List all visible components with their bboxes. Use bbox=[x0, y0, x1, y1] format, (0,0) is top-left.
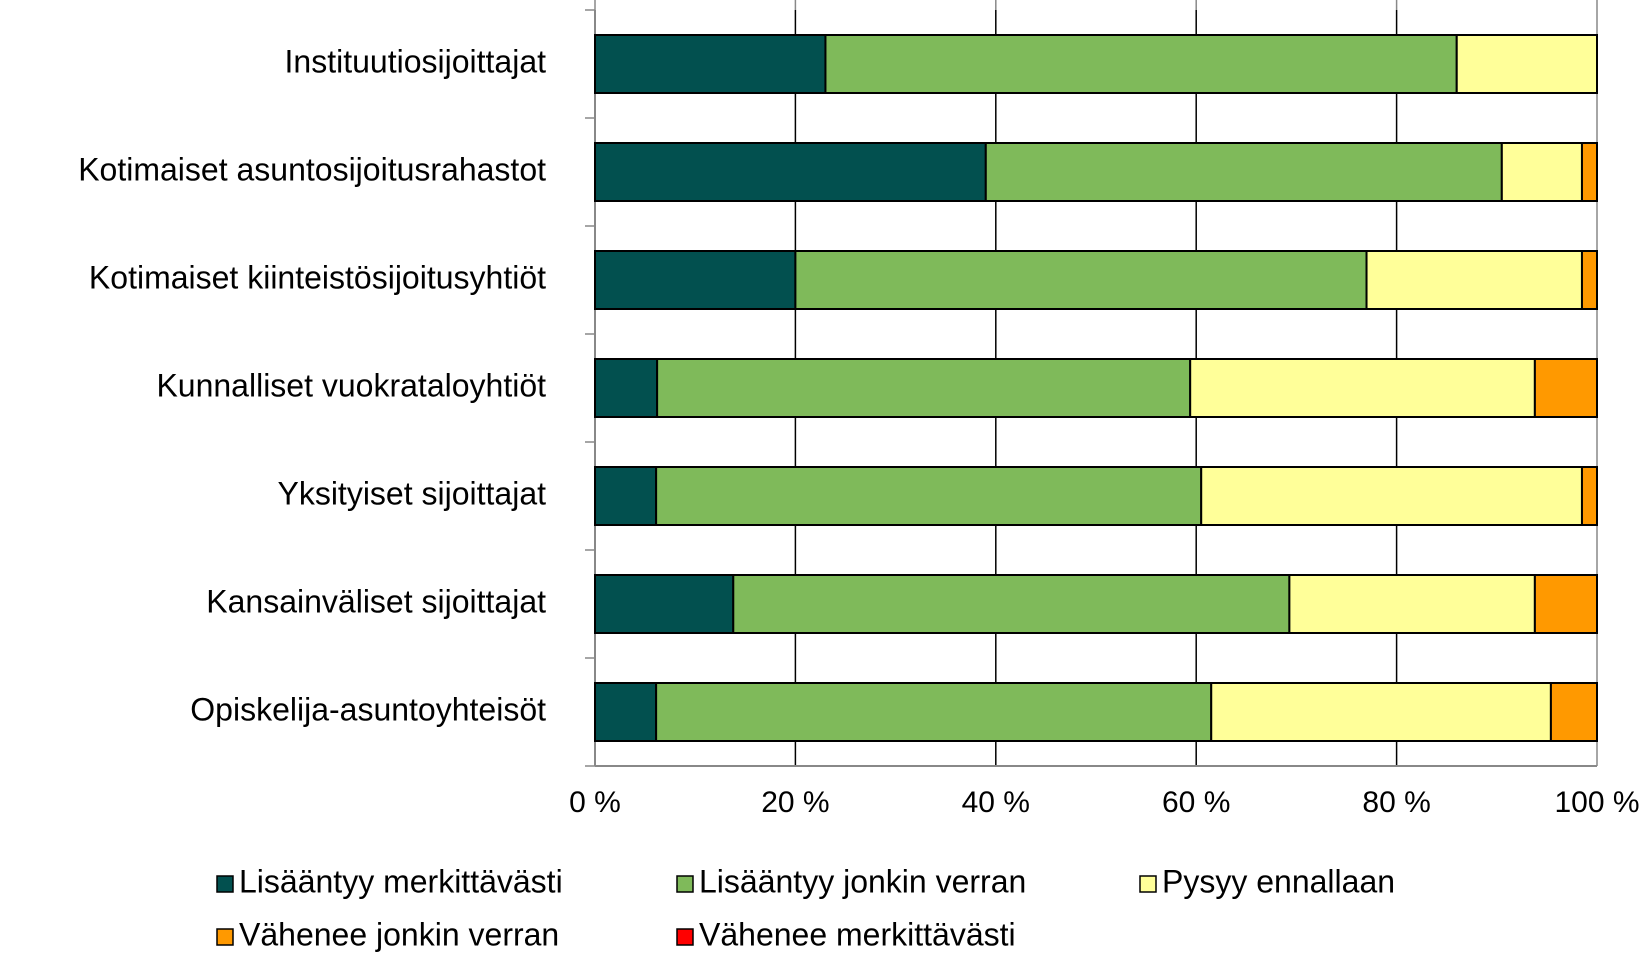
bar-segment bbox=[1288, 574, 1536, 634]
legend-swatch bbox=[676, 928, 694, 946]
x-tick-label: 0 % bbox=[569, 786, 621, 819]
bar-segment bbox=[1580, 250, 1598, 310]
bar-segment bbox=[1210, 682, 1552, 742]
bar-segment bbox=[1500, 142, 1583, 202]
legend-label: Pysyy ennallaan bbox=[1162, 863, 1395, 899]
bar-segment bbox=[1189, 358, 1536, 418]
bar-segment bbox=[984, 142, 1503, 202]
bar-segment bbox=[1580, 466, 1598, 526]
bar-segment bbox=[794, 250, 1368, 310]
legend-label: Vähenee merkittävästi bbox=[699, 916, 1016, 952]
bar-segment bbox=[655, 466, 1203, 526]
x-tick-label: 20 % bbox=[761, 786, 829, 819]
bar-segment bbox=[1455, 34, 1598, 94]
y-tick-label: Opiskelija-asuntoyhteisöt bbox=[190, 691, 546, 727]
bar-segment bbox=[1549, 682, 1598, 742]
legend-swatch bbox=[676, 875, 694, 893]
bar-segment bbox=[656, 358, 1192, 418]
y-tick-label: Kunnalliset vuokrataloyhtiöt bbox=[156, 367, 546, 403]
y-tick-label: Kotimaiset asuntosijoitusrahastot bbox=[78, 151, 546, 187]
bar-segment bbox=[594, 250, 797, 310]
bar-segment bbox=[1533, 574, 1598, 634]
y-tick-label: Kotimaiset kiinteistösijoitusyhtiöt bbox=[89, 259, 546, 295]
bar-segment bbox=[594, 142, 987, 202]
bar-segment bbox=[1200, 466, 1583, 526]
legend-label: Vähenee jonkin verran bbox=[239, 916, 559, 952]
x-tick-label: 100 % bbox=[1554, 786, 1639, 819]
legend-swatch bbox=[216, 928, 234, 946]
bar-segment bbox=[732, 574, 1291, 634]
bar-segment bbox=[824, 34, 1458, 94]
legend-label: Lisääntyy merkittävästi bbox=[239, 863, 563, 899]
bar-segment bbox=[1365, 250, 1583, 310]
x-tick-label: 40 % bbox=[962, 786, 1030, 819]
bar-segment bbox=[655, 682, 1213, 742]
y-tick-label: Instituutiosijoittajat bbox=[285, 43, 547, 79]
y-tick-label: Yksityiset sijoittajat bbox=[277, 475, 546, 511]
legend-swatch bbox=[216, 875, 234, 893]
bar-segment bbox=[594, 34, 827, 94]
legend-swatch bbox=[1139, 875, 1157, 893]
bar-segment bbox=[594, 574, 735, 634]
bar-segment bbox=[594, 682, 658, 742]
y-tick-label: Kansainväliset sijoittajat bbox=[206, 583, 546, 619]
bar-segment bbox=[594, 466, 658, 526]
legend-label: Lisääntyy jonkin verran bbox=[699, 863, 1026, 899]
x-tick-label: 60 % bbox=[1162, 786, 1230, 819]
x-tick-label: 80 % bbox=[1362, 786, 1430, 819]
bar-segment bbox=[1580, 142, 1598, 202]
bar-segment bbox=[594, 358, 659, 418]
bar-segment bbox=[1533, 358, 1598, 418]
